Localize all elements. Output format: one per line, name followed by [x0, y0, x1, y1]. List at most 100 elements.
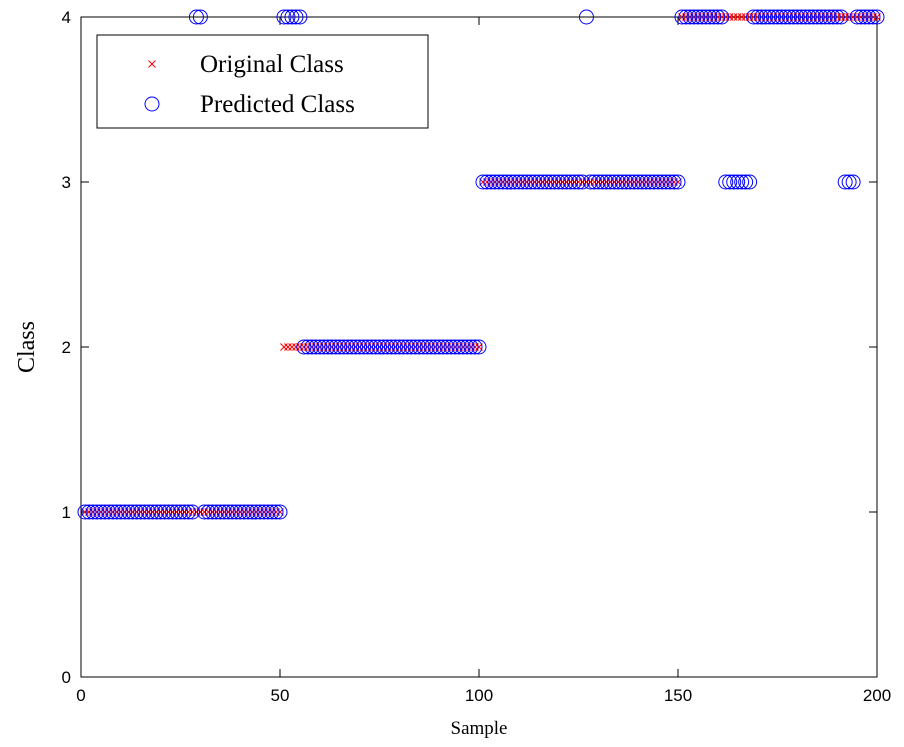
circle-marker	[447, 339, 463, 355]
circle-marker	[296, 339, 312, 355]
circle-marker	[268, 504, 284, 520]
circle-marker	[459, 339, 475, 355]
circle-marker	[694, 9, 710, 25]
circle-marker	[224, 504, 240, 520]
circle-marker	[169, 504, 185, 520]
circle-marker	[722, 174, 738, 190]
circle-marker	[165, 504, 181, 520]
circle-marker	[670, 174, 686, 190]
circle-marker	[383, 339, 399, 355]
circle-marker	[272, 504, 288, 520]
circle-marker	[821, 9, 837, 25]
circle-marker	[730, 174, 746, 190]
circle-marker	[232, 504, 248, 520]
circle-marker	[252, 504, 268, 520]
circle-marker	[678, 9, 694, 25]
circle-marker	[702, 9, 718, 25]
circle-marker	[284, 9, 300, 25]
x-tick-label: 150	[664, 686, 692, 705]
circle-marker	[714, 9, 730, 25]
circle-marker	[547, 174, 563, 190]
circle-marker	[475, 174, 491, 190]
circle-marker	[204, 504, 220, 520]
circle-marker	[567, 174, 583, 190]
circle-marker	[312, 339, 328, 355]
circle-marker	[93, 504, 109, 520]
circle-marker	[638, 174, 654, 190]
circle-marker	[626, 174, 642, 190]
circle-marker	[750, 9, 766, 25]
circle-marker	[833, 9, 849, 25]
circle-marker	[825, 9, 841, 25]
circle-marker	[260, 504, 276, 520]
circle-marker	[328, 339, 344, 355]
circle-marker	[348, 339, 364, 355]
circle-marker	[590, 174, 606, 190]
circle-marker	[411, 339, 427, 355]
circle-marker	[77, 504, 93, 520]
circle-marker	[586, 174, 602, 190]
circle-marker	[845, 174, 861, 190]
circle-marker	[785, 9, 801, 25]
circle-marker	[137, 504, 153, 520]
circle-marker	[180, 504, 196, 520]
circle-marker	[368, 339, 384, 355]
y-tick-label: 1	[62, 503, 71, 522]
circle-marker	[324, 339, 340, 355]
circle-marker	[176, 504, 192, 520]
circle-marker	[403, 339, 419, 355]
circle-marker	[606, 174, 622, 190]
circle-marker	[407, 339, 423, 355]
series	[77, 9, 885, 520]
circle-marker	[869, 9, 885, 25]
circle-marker	[758, 9, 774, 25]
circle-marker	[726, 174, 742, 190]
circle-marker	[141, 504, 157, 520]
circle-marker	[336, 339, 352, 355]
circle-marker	[316, 339, 332, 355]
circle-marker	[244, 504, 260, 520]
circle-marker	[734, 174, 750, 190]
circle-marker	[809, 9, 825, 25]
circle-marker	[857, 9, 873, 25]
circle-marker	[503, 174, 519, 190]
circle-marker	[793, 9, 809, 25]
circle-marker	[797, 9, 813, 25]
legend-label: Predicted Class	[200, 91, 355, 118]
circle-marker	[320, 339, 336, 355]
circle-marker	[535, 174, 551, 190]
circle-marker	[391, 339, 407, 355]
circle-marker	[228, 504, 244, 520]
circle-marker	[666, 174, 682, 190]
circle-marker	[766, 9, 782, 25]
circle-marker	[379, 339, 395, 355]
circle-marker	[431, 339, 447, 355]
circle-marker	[129, 504, 145, 520]
circle-marker	[467, 339, 483, 355]
y-tick-label: 2	[62, 338, 71, 357]
circle-marker	[173, 504, 188, 520]
circle-marker	[654, 174, 670, 190]
circle-marker	[372, 339, 387, 355]
circle-marker	[738, 174, 754, 190]
circle-marker	[375, 339, 391, 355]
circle-marker	[559, 174, 575, 190]
circle-marker	[837, 174, 853, 190]
circle-marker	[192, 9, 208, 25]
circle-marker	[861, 9, 877, 25]
circle-marker	[419, 339, 435, 355]
x-tick-label: 50	[271, 686, 290, 705]
circle-marker	[618, 174, 634, 190]
circle-marker	[344, 339, 360, 355]
circle-marker	[415, 339, 431, 355]
circle-marker	[622, 174, 638, 190]
circle-marker	[571, 174, 586, 190]
circle-marker	[789, 9, 805, 25]
circle-marker	[690, 9, 706, 25]
circle-marker	[706, 9, 722, 25]
circle-marker	[650, 174, 666, 190]
circle-marker	[85, 504, 101, 520]
circle-marker	[646, 174, 662, 190]
circle-marker	[829, 9, 845, 25]
circle-marker	[109, 504, 125, 520]
